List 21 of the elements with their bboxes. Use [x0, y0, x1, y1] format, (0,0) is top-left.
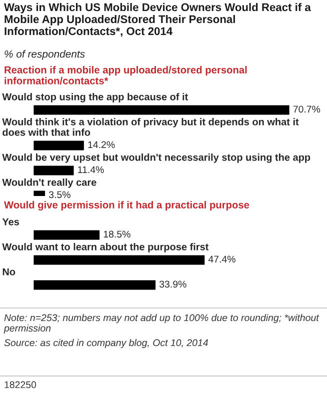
data-label: 70.7% — [293, 106, 320, 113]
data-label: 11.4% — [78, 166, 104, 174]
data-label: 33.9% — [159, 280, 186, 288]
source-note: Source: as cited in company blog, Oct 10, 2014 — [4, 339, 208, 348]
y-tick-label: Would stop using the app because of it — [2, 93, 188, 102]
text: 182250 — [4, 381, 36, 388]
y-tick-label: No — [2, 268, 16, 276]
y-tick-label: Yes — [2, 218, 20, 226]
annotation: Would give permission if it had a practical purpose — [4, 201, 250, 210]
chart-title: Ways in Which US Mobile Device Owners Would React if a Mobile App Uploaded/Stored Their Personal Information/Contacts*, Oct 2014 — [4, 3, 311, 37]
data-label: 18.5% — [104, 230, 130, 238]
data-label: 47.4% — [208, 256, 236, 263]
chart-subtitle: % of respondents — [4, 50, 85, 60]
y-tick-label: Would be very upset but wouldn't necessarily stop using the app — [2, 154, 310, 163]
text: Note: n=253; numbers may not add up to 100% due to rounding; *without permission — [4, 314, 320, 334]
text: Reaction if a mobile app uploaded/stored personal information/contacts* — [4, 66, 247, 84]
y-tick-label: Would think it's a violation of privacy but it depends on what it does with that info — [2, 118, 299, 136]
y-tick-label: Wouldn't really care — [2, 178, 96, 188]
y-tick-label: Would want to learn about the purpose first — [2, 243, 209, 252]
data-label: 14.2% — [88, 141, 115, 148]
data-label: 3.5% — [48, 191, 70, 198]
